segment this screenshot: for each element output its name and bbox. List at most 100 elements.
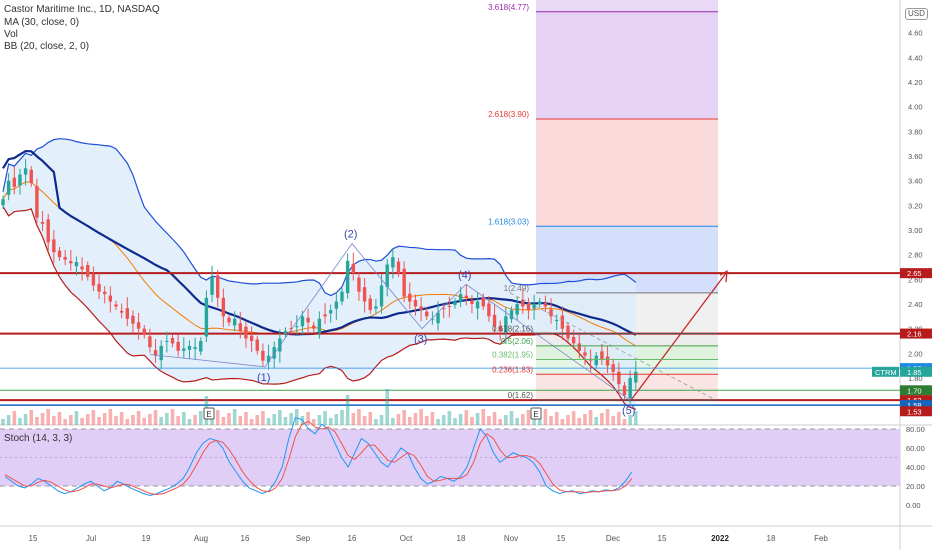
volume-bar — [311, 419, 316, 425]
stoch-tick-label: 20.00 — [906, 482, 925, 491]
price-tick-label: 4.60 — [908, 29, 923, 38]
candle-body — [600, 351, 604, 360]
time-tick-label: Sep — [296, 534, 311, 543]
stoch-indicator-label[interactable]: Stoch (14, 3, 3) — [4, 433, 73, 444]
candle-body — [481, 297, 485, 307]
price-tick-label: 4.00 — [908, 103, 923, 112]
volume-bar — [221, 417, 226, 425]
candle-body — [159, 345, 163, 361]
candle-body — [283, 331, 288, 335]
candle-body — [498, 326, 502, 332]
projection-arrowhead — [719, 269, 728, 283]
candle-body — [204, 297, 209, 337]
candle-body — [634, 371, 638, 383]
volume-bar — [447, 411, 452, 425]
candle-body — [583, 352, 587, 356]
volume-bar — [521, 414, 525, 425]
volume-indicator-label[interactable]: Vol — [4, 29, 18, 40]
price-tick-label: 4.20 — [908, 78, 923, 87]
stoch-k-line — [4, 416, 633, 497]
candle-body — [103, 291, 107, 295]
candle-body — [86, 265, 90, 277]
candle-body — [487, 303, 491, 317]
volume-bar — [470, 417, 474, 425]
volume-bar — [391, 418, 395, 425]
volume-bar — [374, 419, 378, 425]
candle-body — [300, 316, 305, 327]
price-tick-label: 3.40 — [908, 177, 923, 186]
price-tick-label: 3.60 — [908, 152, 923, 161]
price-tag-label: 1.53 — [907, 407, 922, 416]
trend-dashed-line — [509, 292, 717, 401]
volume-bar — [351, 413, 356, 425]
volume-bar — [566, 415, 570, 425]
volume-bar — [436, 419, 440, 425]
volume-bar — [498, 419, 502, 425]
volume-bar — [453, 418, 457, 425]
candle-body — [12, 177, 16, 187]
candle-body — [323, 314, 327, 317]
volume-bar — [114, 416, 118, 425]
candle-body — [131, 315, 135, 324]
volume-bar — [18, 418, 22, 425]
volume-bar — [97, 417, 101, 425]
volume-bar — [74, 411, 79, 425]
candle-body — [577, 343, 581, 351]
volume-bar — [379, 415, 384, 425]
volume-bar — [23, 414, 28, 425]
candle-body — [622, 385, 627, 396]
candle-body — [216, 275, 220, 298]
candle-body — [255, 339, 259, 351]
candle-body — [210, 276, 214, 295]
candle-body — [345, 260, 350, 294]
volume-bar — [430, 412, 435, 425]
time-tick-label: 16 — [348, 534, 357, 543]
volume-bar — [136, 411, 141, 425]
wave-label: (1) — [257, 372, 270, 384]
candle-body — [249, 335, 254, 341]
fib-zone — [536, 11, 718, 120]
candle-body — [351, 263, 355, 274]
candle-body — [238, 323, 242, 332]
candle-body — [436, 312, 440, 324]
candle-body — [221, 297, 226, 317]
candle-body — [289, 328, 293, 330]
time-tick-label: 18 — [457, 534, 466, 543]
volume-bar — [232, 409, 237, 425]
candle-body — [385, 264, 389, 287]
bb-indicator-label[interactable]: BB (20, close, 2, 0) — [4, 41, 90, 52]
candle-body — [368, 298, 372, 311]
candle-body — [317, 318, 322, 334]
volume-bar — [295, 409, 299, 425]
volume-bar — [504, 415, 508, 425]
candle-body — [538, 301, 542, 304]
volume-bar — [57, 412, 62, 425]
candle-body — [52, 239, 56, 253]
price-tag — [900, 385, 932, 396]
candle-body — [278, 338, 282, 352]
volume-bar — [577, 418, 582, 425]
ma-indicator-label[interactable]: MA (30, close, 0) — [4, 17, 80, 28]
volume-bar — [35, 417, 39, 425]
candle-body — [594, 355, 598, 366]
projection-arrow — [630, 272, 727, 401]
volume-bar — [617, 412, 621, 425]
candle-body — [176, 341, 180, 351]
candle-body — [57, 250, 62, 258]
wave-label: (2) — [344, 229, 357, 241]
time-tick-label: Oct — [400, 534, 413, 543]
candle-body — [379, 285, 384, 307]
symbol-tag — [872, 366, 899, 377]
candle-body — [23, 168, 28, 175]
volume-bar — [594, 417, 599, 425]
volume-bar — [357, 409, 361, 425]
time-tick-label: Jul — [86, 534, 96, 543]
volume-bar — [622, 419, 627, 425]
time-tick-label: Nov — [504, 534, 518, 543]
candle-body — [272, 347, 276, 359]
volume-bar — [153, 410, 158, 425]
volume-bar — [492, 412, 497, 425]
candle-body — [566, 325, 570, 339]
volume-bar — [131, 415, 135, 425]
